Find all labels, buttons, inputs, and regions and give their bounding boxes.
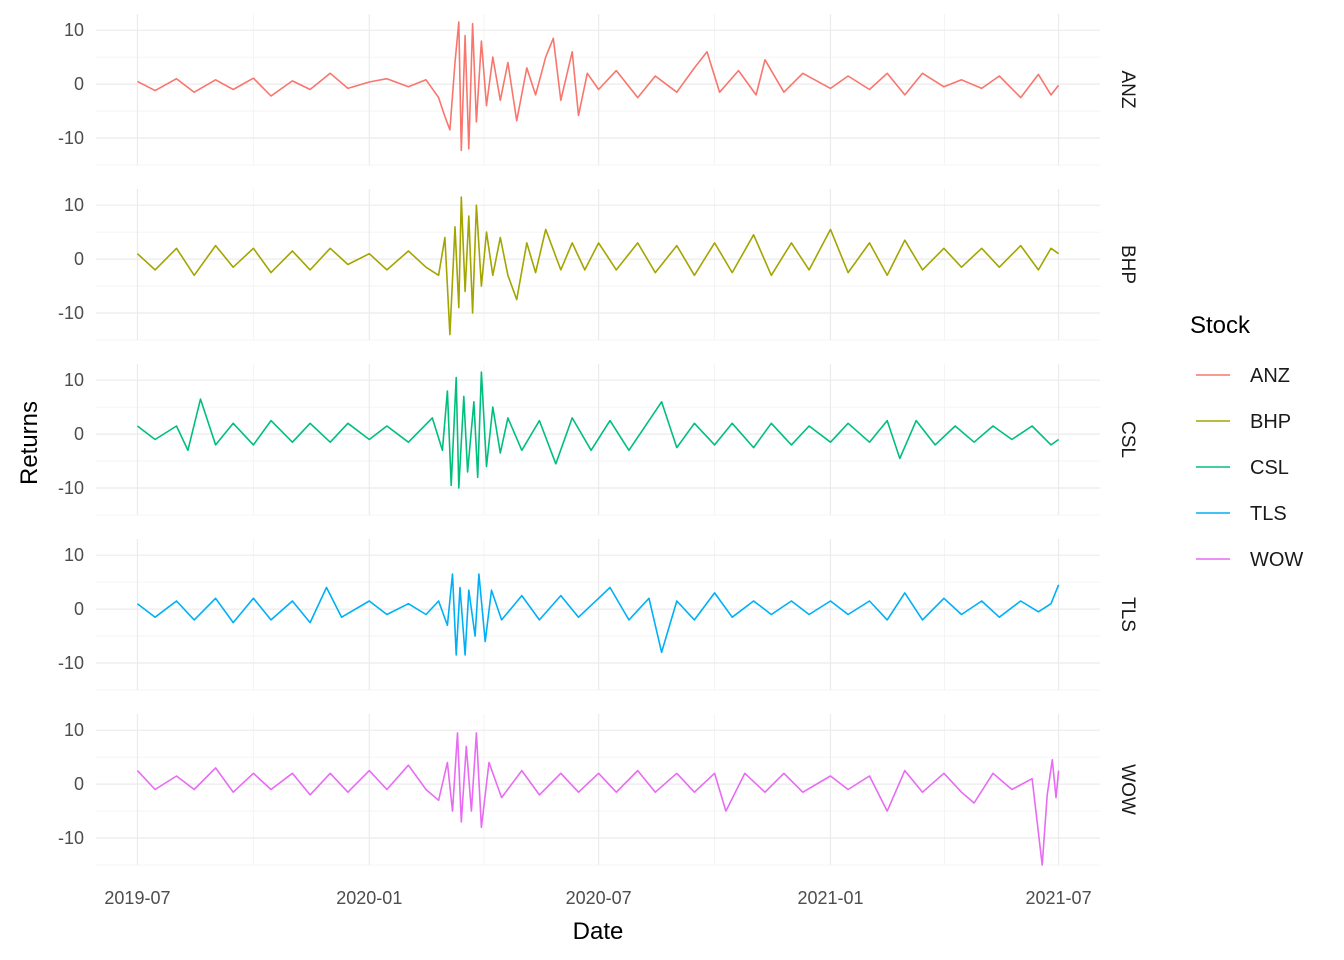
y-tick-label: 0 [74, 249, 84, 269]
x-tick-label: 2021-07 [1026, 888, 1092, 908]
facet-panel-tls: 10 0 -10 TLS [58, 539, 1138, 691]
facet-panel-anz: 10 0 -10 ANZ [58, 14, 1138, 166]
y-tick-label: -10 [58, 653, 84, 673]
x-tick-label: 2021-01 [797, 888, 863, 908]
facet-panel-wow: 10 0 -10 WOW [58, 714, 1138, 866]
y-tick-label: 10 [64, 720, 84, 740]
y-tick-label: 10 [64, 195, 84, 215]
y-axis-title: Returns [16, 401, 43, 485]
y-tick-label: 10 [64, 370, 84, 390]
legend-item-bhp: BHP [1196, 411, 1291, 433]
y-tick-label: 10 [64, 545, 84, 565]
series-line-tls [136, 573, 1060, 656]
x-tick-label: 2020-01 [336, 888, 402, 908]
legend-label: TLS [1250, 503, 1287, 525]
facet-strip-label: BHP [1117, 245, 1138, 284]
y-tick-label: 10 [64, 20, 84, 40]
facet-panel-csl: 10 0 -10 CSL [58, 364, 1138, 516]
legend-item-tls: TLS [1196, 503, 1287, 525]
legend: Stock ANZ BHP CSL TLS WOW [1190, 312, 1303, 571]
facet-strip-label: ANZ [1117, 71, 1138, 109]
legend-item-csl: CSL [1196, 457, 1289, 479]
legend-label: BHP [1250, 411, 1291, 433]
legend-item-wow: WOW [1196, 549, 1303, 571]
facet-strip-label: TLS [1117, 597, 1138, 632]
y-tick-label: -10 [58, 303, 84, 323]
x-axis-title: Date [573, 918, 624, 945]
legend-label: CSL [1250, 457, 1289, 479]
series-line-csl [136, 371, 1060, 489]
legend-title: Stock [1190, 312, 1251, 339]
legend-label: ANZ [1250, 365, 1290, 387]
y-tick-label: -10 [58, 128, 84, 148]
legend-label: WOW [1250, 549, 1303, 571]
facet-strip-label: WOW [1117, 764, 1138, 815]
y-tick-label: -10 [58, 828, 84, 848]
y-tick-label: 0 [74, 424, 84, 444]
y-tick-label: 0 [74, 774, 84, 794]
series-line-wow [136, 732, 1060, 866]
y-tick-label: -10 [58, 478, 84, 498]
x-tick-label: 2019-07 [104, 888, 170, 908]
facet-panel-bhp: 10 0 -10 BHP [58, 189, 1138, 341]
facet-panels: 10 0 -10 ANZ 10 0 -10 BHP 10 0 -10 CSL 10 0 -10 TLS 10 0 -… [58, 14, 1138, 908]
y-tick-label: 0 [74, 599, 84, 619]
y-tick-label: 0 [74, 74, 84, 94]
x-tick-label: 2020-07 [566, 888, 632, 908]
series-line-bhp [136, 196, 1060, 336]
legend-item-anz: ANZ [1196, 365, 1290, 387]
facet-strip-label: CSL [1117, 421, 1138, 458]
series-line-anz [137, 21, 1060, 152]
x-axis-ticks: 2019-07 2020-01 2020-07 2021-01 2021-07 [104, 888, 1091, 908]
